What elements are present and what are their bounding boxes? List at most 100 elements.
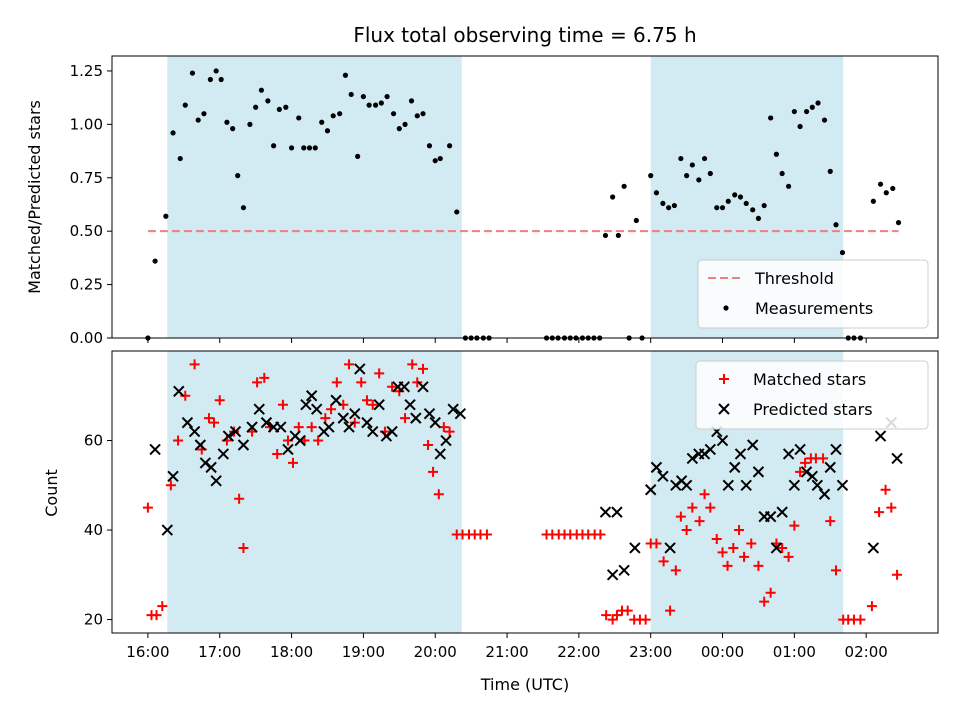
- y-tick-label-2: 0.50: [70, 222, 103, 240]
- legend-swatch-0: [719, 374, 729, 384]
- data-point-plus-68: [611, 610, 622, 621]
- data-point-plus-112: [880, 484, 891, 495]
- data-point-x-85: [836, 479, 849, 491]
- data-point-plus-27: [313, 435, 324, 446]
- data-point-x-73: [764, 510, 777, 523]
- data-point-dot-33: [348, 91, 354, 98]
- data-point-x-60: [686, 452, 699, 465]
- data-point-dot-43: [408, 98, 415, 104]
- data-point-plus-79: [675, 511, 686, 522]
- data-point-dot-110: [877, 181, 884, 187]
- data-point-dot-23: [288, 145, 295, 151]
- data-point-plus-103: [818, 453, 829, 464]
- data-point-plus-104: [825, 516, 836, 527]
- data-point-plus-92: [753, 560, 764, 571]
- data-point-plus-43: [412, 377, 423, 388]
- x-tick-label-1: 17:00: [198, 643, 241, 661]
- data-point-x-48: [599, 506, 612, 518]
- data-point-x-30: [349, 407, 361, 420]
- data-point-dot-27: [312, 145, 318, 151]
- data-point-dot-46: [426, 143, 433, 149]
- data-point-x-41: [417, 381, 429, 393]
- data-point-x-1: [161, 524, 174, 536]
- legend-box: [697, 259, 929, 329]
- data-point-dot-9: [207, 76, 214, 83]
- x-tick-label-2: 18:00: [270, 643, 313, 661]
- chart-title: Flux total observing time = 6.75 h: [353, 23, 696, 47]
- data-point-dot-103: [827, 168, 833, 174]
- data-point-dot-41: [396, 126, 402, 132]
- data-point-x-80: [806, 470, 819, 483]
- y-tick-label-5: 1.25: [70, 62, 103, 80]
- data-point-x-46: [447, 403, 459, 415]
- data-point-dot-74: [653, 190, 660, 196]
- data-point-plus-42: [407, 359, 418, 370]
- x-tick-label-3: 19:00: [342, 643, 385, 661]
- data-point-x-14: [246, 421, 258, 433]
- data-point-dot-105: [839, 249, 846, 256]
- y-tick-label-3: 0.75: [70, 169, 103, 187]
- data-point-plus-13: [229, 426, 240, 437]
- data-point-plus-46: [428, 466, 439, 477]
- data-point-x-56: [664, 542, 676, 554]
- data-point-plus-3: [157, 601, 168, 612]
- data-point-dot-4: [177, 155, 183, 162]
- data-point-plus-70: [622, 605, 633, 616]
- data-point-dot-101: [815, 100, 821, 106]
- data-point-x-15: [253, 403, 265, 415]
- data-point-dot-94: [773, 151, 779, 157]
- data-point-plus-65: [595, 529, 606, 540]
- data-point-plus-4: [165, 480, 176, 491]
- data-point-plus-113: [886, 502, 897, 513]
- data-point-dot-40: [390, 111, 397, 117]
- data-point-plus-17: [252, 377, 263, 388]
- data-point-dot-15: [240, 205, 247, 211]
- data-point-plus-41: [400, 413, 411, 424]
- data-point-dot-14: [235, 173, 241, 179]
- data-point-plus-18: [259, 372, 270, 383]
- data-point-plus-86: [717, 547, 728, 558]
- data-point-plus-55: [481, 529, 492, 540]
- data-point-dot-5: [182, 102, 188, 108]
- data-point-dot-50: [454, 209, 460, 215]
- data-point-dot-83: [707, 170, 713, 177]
- data-point-plus-45: [423, 440, 434, 450]
- data-point-x-29: [343, 421, 355, 433]
- data-point-dot-111: [883, 190, 889, 196]
- legend-label-0: Matched stars: [753, 370, 866, 389]
- data-point-x-34: [373, 399, 385, 411]
- data-point-dot-47: [432, 158, 438, 164]
- data-point-x-89: [891, 452, 903, 465]
- data-point-dot-11: [218, 76, 224, 83]
- data-point-dot-68: [615, 232, 621, 239]
- data-point-x-39: [404, 399, 416, 411]
- shaded-interval-0: [167, 56, 462, 338]
- data-point-dot-112: [890, 185, 896, 192]
- data-point-x-9: [210, 475, 222, 487]
- data-point-plus-100: [800, 457, 811, 468]
- data-point-plus-15: [238, 542, 249, 553]
- legend-swatch-1: [723, 305, 729, 311]
- data-point-dot-95: [779, 170, 785, 177]
- data-point-plus-82: [694, 516, 705, 527]
- data-point-x-28: [337, 412, 349, 424]
- data-point-plus-28: [320, 413, 331, 424]
- x-tick-label-5: 21:00: [485, 643, 528, 661]
- data-point-dot-2: [163, 213, 169, 219]
- data-point-dot-69: [621, 183, 627, 189]
- data-point-dot-25: [301, 145, 307, 151]
- data-point-plus-89: [734, 525, 745, 536]
- data-point-dot-100: [809, 104, 815, 110]
- legend-label-1: Measurements: [755, 299, 873, 318]
- x-tick-label-10: 02:00: [845, 643, 888, 661]
- data-point-dot-66: [602, 232, 609, 239]
- x-tick-label-0: 16:00: [126, 643, 169, 661]
- data-point-x-11: [222, 430, 235, 442]
- data-point-dot-80: [689, 162, 695, 168]
- data-point-x-10: [217, 448, 230, 460]
- data-point-x-75: [776, 506, 788, 518]
- data-point-x-4: [181, 416, 194, 429]
- data-point-dot-44: [414, 113, 420, 119]
- data-point-plus-7: [189, 359, 200, 370]
- data-point-x-84: [830, 443, 842, 456]
